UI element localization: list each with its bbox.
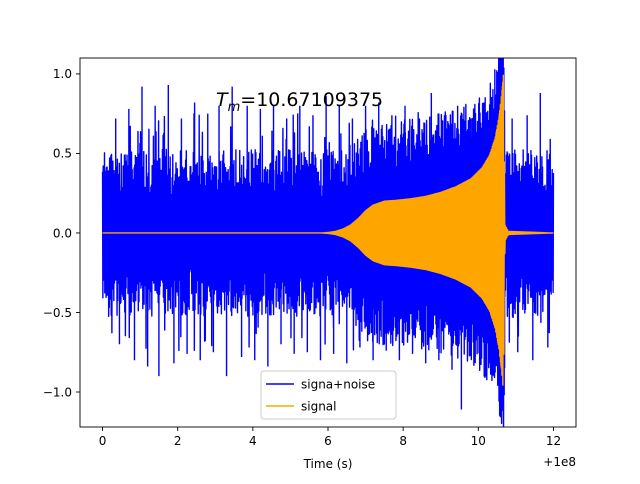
legend: signa+noise signal <box>260 370 397 420</box>
x-tick-label: 4 <box>249 434 257 448</box>
legend-label-signal-noise: signa+noise <box>301 378 375 392</box>
plot-content <box>101 58 555 427</box>
x-offset-label: +1e8 <box>543 455 576 469</box>
x-tick-label: 6 <box>324 434 332 448</box>
annotation-subscript: m <box>228 100 241 115</box>
y-tick-label: 1.0 <box>53 67 72 81</box>
x-tick-label: 0 <box>99 434 107 448</box>
y-tick-label: −1.0 <box>43 385 72 399</box>
annotation-value: =10.67109375 <box>240 89 383 111</box>
merger-time-annotation: Tm=10.67109375 <box>216 89 383 115</box>
x-tick-label: 10 <box>471 434 486 448</box>
y-tick-label: 0.0 <box>53 226 72 240</box>
x-ticks: 0 2 4 6 8 10 12 <box>99 427 561 448</box>
x-axis-label: Time (s) <box>303 457 353 471</box>
y-tick-label: −0.5 <box>43 306 72 320</box>
x-tick-label: 2 <box>174 434 182 448</box>
series-line-signal <box>102 74 554 386</box>
x-tick-label: 12 <box>546 434 561 448</box>
legend-label-signal: signal <box>301 400 337 414</box>
y-tick-label: 0.5 <box>53 147 72 161</box>
y-ticks: −1.0 −0.5 0.0 0.5 1.0 <box>43 67 80 399</box>
annotation-base: T <box>216 89 229 111</box>
x-tick-label: 8 <box>399 434 407 448</box>
legend-box <box>260 370 397 420</box>
